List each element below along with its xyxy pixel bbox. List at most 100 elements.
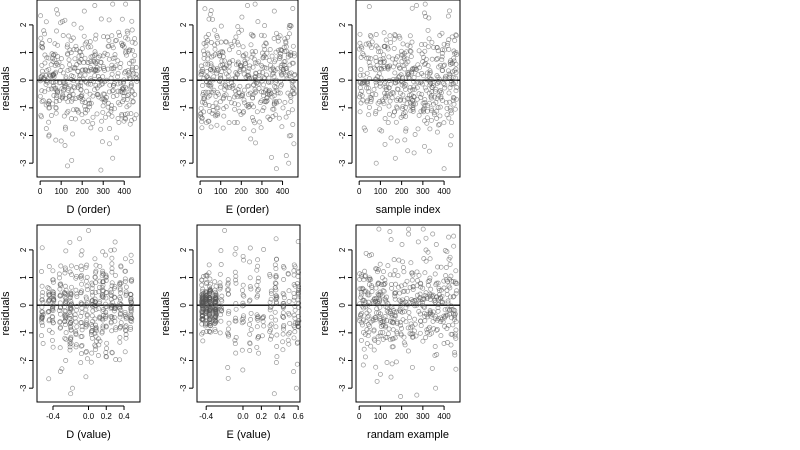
data-point: [382, 314, 388, 319]
data-point: [132, 92, 138, 98]
data-point: [407, 300, 413, 306]
data-point: [240, 44, 246, 50]
data-point: [258, 89, 264, 95]
x-tick-label: 400: [437, 412, 451, 421]
data-point: [105, 66, 111, 72]
data-point: [422, 48, 428, 54]
data-point: [129, 18, 135, 24]
data-point: [408, 92, 414, 98]
data-point: [103, 301, 109, 307]
data-point: [109, 269, 115, 275]
data-point: [415, 72, 421, 78]
data-point: [66, 57, 72, 63]
data-point: [283, 40, 289, 46]
data-point: [202, 96, 207, 102]
data-point: [50, 80, 56, 86]
data-point: [425, 70, 430, 76]
data-point: [296, 288, 302, 294]
data-point: [288, 52, 294, 58]
data-point: [410, 108, 416, 114]
y-tick-label: -2: [19, 356, 28, 364]
data-point: [288, 133, 294, 138]
data-point: [86, 97, 92, 103]
y-tick-label: 1: [338, 50, 347, 55]
data-point: [78, 290, 84, 296]
data-point: [241, 71, 247, 77]
data-point: [206, 313, 212, 319]
data-point: [399, 242, 405, 247]
data-point: [122, 349, 128, 355]
data-point: [408, 260, 414, 266]
data-point: [377, 292, 383, 298]
data-point: [254, 294, 260, 300]
data-point: [262, 65, 268, 71]
data-point: [286, 312, 292, 318]
data-point: [410, 98, 415, 104]
data-point: [396, 62, 402, 68]
data-point: [94, 91, 100, 97]
data-point: [392, 267, 398, 273]
data-point: [416, 91, 422, 97]
data-point: [202, 289, 208, 295]
data-point: [57, 292, 63, 298]
data-point: [219, 293, 225, 299]
data-point: [85, 60, 91, 66]
data-point: [50, 320, 56, 326]
data-point: [213, 291, 219, 297]
data-point: [58, 324, 64, 330]
data-point: [50, 291, 56, 297]
data-point: [394, 331, 400, 337]
data-point: [128, 259, 134, 264]
data-point: [377, 304, 383, 310]
data-point: [448, 133, 454, 139]
data-point: [92, 274, 98, 280]
data-point: [83, 296, 89, 302]
data-point: [62, 270, 68, 276]
data-point: [207, 289, 213, 294]
data-point: [438, 333, 444, 339]
data-point: [42, 77, 48, 83]
data-point: [128, 75, 133, 81]
data-point: [362, 78, 368, 84]
data-point: [46, 55, 52, 61]
data-point: [409, 5, 415, 11]
data-point: [247, 341, 253, 347]
data-point: [93, 347, 98, 352]
data-point: [217, 330, 223, 336]
data-point: [386, 103, 392, 109]
data-point: [55, 53, 61, 59]
data-point: [49, 51, 55, 57]
data-point: [109, 113, 115, 119]
data-point: [447, 85, 453, 91]
y-axis-title: residuals: [319, 66, 331, 111]
data-point: [200, 303, 205, 309]
data-point: [364, 341, 370, 347]
data-point: [402, 109, 408, 115]
data-point: [77, 73, 82, 79]
data-point: [217, 78, 223, 84]
data-point: [122, 278, 128, 284]
data-point: [51, 71, 56, 77]
data-point: [453, 49, 459, 55]
data-point: [249, 75, 255, 81]
data-point: [408, 325, 414, 331]
data-point: [406, 310, 412, 315]
data-point: [42, 89, 48, 95]
data-point: [425, 102, 431, 108]
data-point: [410, 334, 416, 340]
data-point: [288, 50, 294, 56]
data-point: [204, 306, 210, 312]
data-point: [394, 86, 400, 92]
data-point: [128, 252, 134, 258]
data-point: [295, 291, 301, 297]
data-point: [260, 70, 265, 75]
data-point: [67, 341, 73, 347]
data-point: [268, 296, 274, 302]
data-point: [429, 365, 435, 371]
data-point: [88, 359, 94, 365]
data-point: [398, 331, 404, 337]
plot-frame: [36, 0, 141, 178]
data-point: [74, 307, 79, 313]
y-tick-label: -1: [19, 104, 28, 112]
data-point: [273, 236, 279, 242]
